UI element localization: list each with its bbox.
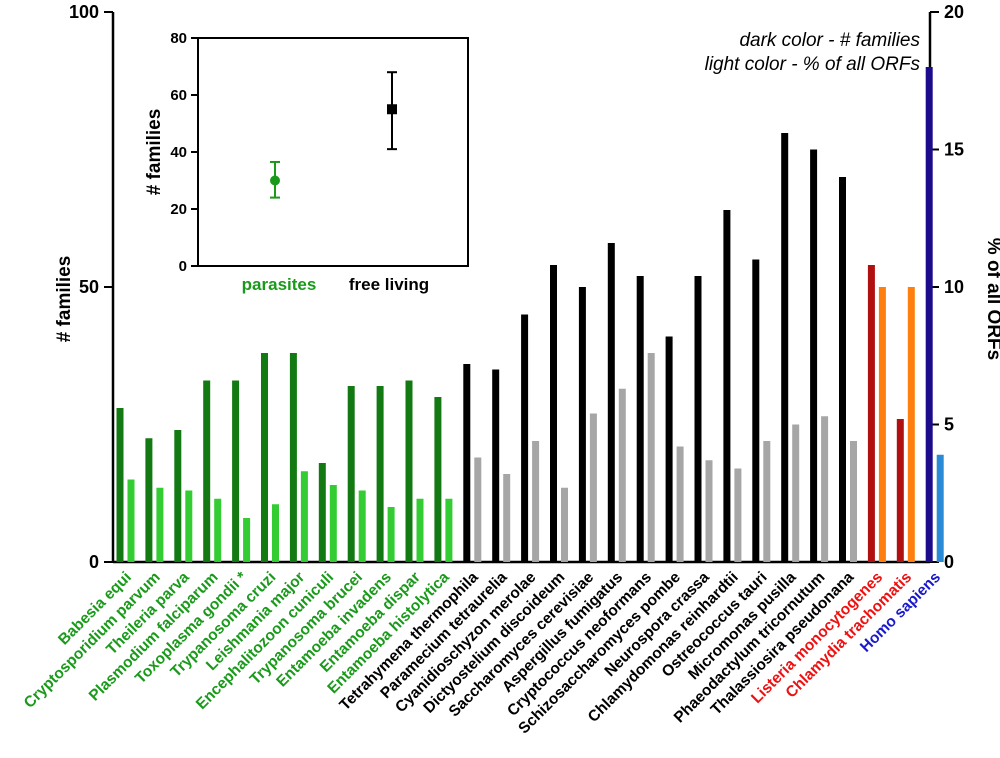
inset-point-free-living [387,104,397,115]
inset-frame [197,37,469,267]
bar-families [203,380,211,562]
bar-families [492,369,500,562]
inset-category-label: parasites [242,275,317,294]
bar-percent-orfs [907,287,915,562]
bar-families [636,276,644,562]
inset-tick-label: 40 [170,144,187,161]
bar-percent-orfs [416,498,424,562]
bar-families [665,336,673,562]
bar-families [781,133,789,562]
bar-families [318,463,326,562]
bar-percent-orfs [878,287,886,562]
bar-families [521,314,529,562]
bar-percent-orfs [156,487,164,562]
bar-families [578,287,586,562]
inset-tick-label: 20 [170,201,187,218]
bar-percent-orfs [561,487,568,562]
bar-percent-orfs [705,460,713,562]
bar-percent-orfs [792,424,800,562]
bar-percent-orfs [821,416,829,562]
bar-families [723,210,731,562]
bar-families [174,430,182,562]
bar-percent-orfs [647,353,655,562]
bar-families [376,386,384,562]
left-tick-label: 100 [69,2,99,22]
bar-percent-orfs [850,441,857,562]
right-tick-label: 20 [944,2,964,22]
bar-families [550,265,557,562]
bar-families [867,265,875,562]
right-tick-label: 15 [944,140,964,160]
bar-percent-orfs [589,413,597,562]
bar-families [261,353,268,562]
bar-percent-orfs [358,490,366,562]
right-tick-label: 0 [944,552,954,572]
bar-percent-orfs [618,388,626,562]
bar-families [116,408,124,562]
bar-families [752,259,760,562]
bar-percent-orfs [474,457,482,562]
inset-scatter-chart: 0 20 40 60 80 # families parasites free living [144,30,469,294]
bar-families [810,149,818,562]
bar-percent-orfs [300,471,308,562]
bar-families [925,67,933,562]
inset-category-label: free living [349,275,429,294]
bar-percent-orfs [936,454,944,562]
bar-percent-orfs [329,485,337,562]
left-tick-label: 50 [79,277,99,297]
y2-axis-title: % of all ORFs [983,238,1000,360]
bar-families [839,177,846,562]
inset-y-axis-title: # families [144,109,165,196]
bar-families [145,438,153,562]
legend-text: dark color - # families [739,30,920,51]
inset-point-parasites [270,175,280,186]
y-axis-title: # families [54,256,75,343]
inset-tick-label: 80 [170,30,187,47]
bar-families [347,386,355,562]
right-tick-label: 10 [944,277,964,297]
bar-percent-orfs [676,446,684,562]
left-tick-label: 0 [89,552,99,572]
bar-percent-orfs [272,504,279,562]
bar-percent-orfs [214,498,222,562]
bar-families [463,364,471,562]
bar-families [694,276,702,562]
bar-percent-orfs [445,498,453,562]
bar-percent-orfs [243,518,251,562]
bar-percent-orfs [387,507,395,562]
legend-text: light color - % of all ORFs [705,54,921,75]
bar-percent-orfs [532,441,540,562]
bar-families [896,419,904,562]
inset-tick-label: 60 [170,87,187,104]
bar-percent-orfs [503,474,511,562]
bar-families [289,353,297,562]
inset-tick-label: 0 [179,258,187,275]
bar-percent-orfs [185,490,193,562]
bar-families [405,380,413,562]
bar-families [434,397,442,562]
right-tick-label: 5 [944,415,954,435]
bar-percent-orfs [127,479,135,562]
bar-percent-orfs [763,441,771,562]
bar-percent-orfs [734,468,742,562]
bar-families [232,380,240,562]
bar-families [607,243,615,562]
